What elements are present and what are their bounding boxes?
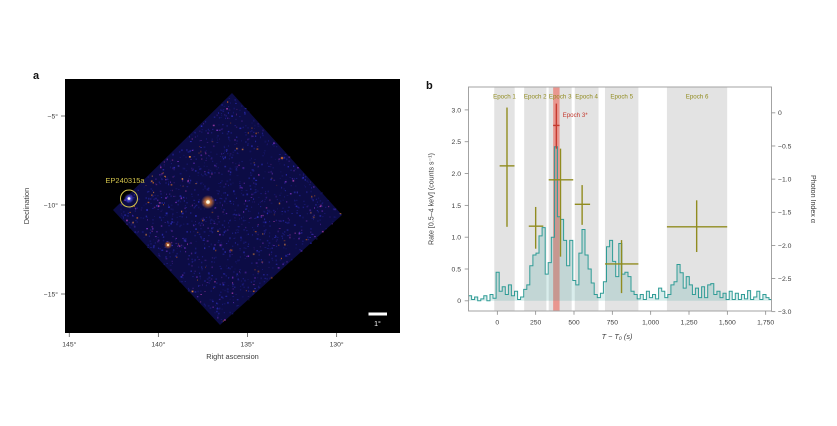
x-tick-label: 750 [607, 320, 619, 327]
x-tick-label: 1,250 [680, 320, 697, 327]
panel-b-label: b [426, 80, 433, 92]
x-tick-label: 1,750 [757, 320, 774, 327]
x-tick-label: 0 [495, 320, 499, 327]
epoch-3-star-label: Epoch 3* [563, 112, 589, 119]
y-tick-label: 1.5 [452, 203, 462, 210]
x-axis: 145° 140° 135° 130° [62, 333, 344, 349]
y-tick-label: 1.0 [452, 235, 462, 242]
epoch-label: Epoch 5 [610, 94, 633, 101]
y-tick-label: −3.0 [778, 309, 792, 316]
epoch-label: Epoch 2 [524, 94, 547, 101]
y-tick-label: −5° [48, 112, 59, 120]
epoch-labels: Epoch 1 Epoch 2 Epoch 3 Epoch 4 Epoch 5 Epoch… [493, 94, 709, 120]
y-axis-title-left: Rate [0.5–4 keV] (counts s⁻¹) [428, 153, 436, 245]
epoch-label: Epoch 1 [493, 94, 516, 101]
errorbar-epoch-3- [553, 103, 560, 149]
x-tick-label: 145° [62, 341, 76, 349]
epoch-label: Epoch 6 [686, 94, 709, 101]
x-tick-label: 1,500 [719, 320, 736, 327]
source-marker-circle [120, 189, 138, 208]
y-axis-right: 0 −0.5 −1.0 −1.5 −2.0 −2.5 −3.0 [771, 110, 792, 316]
y-tick-label: −0.5 [778, 143, 792, 150]
panel-a-label: a [33, 70, 40, 82]
photon-index-errorbars [499, 103, 728, 294]
epoch-band [666, 87, 728, 311]
x-tick-label: 500 [568, 320, 580, 327]
y-tick-label: −1.5 [778, 210, 792, 217]
epoch-band [524, 87, 547, 311]
y-tick-label: 2.0 [452, 171, 462, 178]
transient-source [127, 197, 131, 200]
y-tick-label: −2.5 [778, 276, 792, 283]
errorbar-epoch-3 [548, 148, 574, 257]
fov-diamond [113, 93, 342, 325]
x-axis: 0 250 500 750 1,000 1,250 1,500 1,750 [495, 311, 774, 327]
epoch-label: Epoch 4 [575, 94, 598, 101]
panel-a-sky-image: EP240315a 1° 145° 140° 135° 130° −5° −10° −15° Ri… [22, 79, 400, 361]
errorbar-epoch-4 [574, 185, 591, 225]
light-curve [468, 146, 772, 302]
bright-field-source [206, 200, 210, 204]
x-tick-label: 1,000 [642, 320, 659, 327]
y-tick-label: 2.5 [452, 139, 462, 146]
y-tick-label: −1.0 [778, 177, 792, 184]
x-axis-title: Right ascension [206, 352, 259, 361]
y-axis-title-right: Photon Index α [809, 175, 817, 223]
errorbar-epoch-2 [528, 206, 544, 249]
epoch-band [574, 87, 599, 311]
x-tick-label: 250 [530, 320, 542, 327]
scale-bar-label: 1° [374, 320, 381, 328]
y-tick-label: −2.0 [778, 243, 792, 250]
x-tick-label: 130° [330, 341, 344, 349]
y-axis: −5° −10° −15° [44, 112, 65, 298]
x-tick-label: 140° [151, 341, 165, 349]
y-tick-label: −10° [44, 201, 59, 209]
y-axis-left: 0 0.5 1.0 1.5 2.0 2.5 3.0 [452, 107, 469, 305]
epoch-label: Epoch 3 [549, 94, 572, 101]
epoch-band [494, 87, 515, 311]
x-tick-label: 135° [240, 341, 254, 349]
panel-b-lightcurve-chart: Epoch 1 Epoch 2 Epoch 3 Epoch 4 Epoch 5 Epoch… [428, 86, 817, 341]
errorbar-epoch-1 [499, 107, 515, 227]
y-tick-label: 3.0 [452, 107, 462, 114]
source-label: EP240315a [105, 176, 145, 185]
scale-bar [368, 312, 387, 316]
x-axis-title: T − T₀ (s) [602, 332, 633, 341]
errorbar-epoch-5 [604, 240, 639, 294]
epoch-3-star-band [553, 87, 560, 311]
plot-frame [468, 86, 772, 312]
noise-speckles [120, 98, 342, 323]
light-curve-fill [468, 146, 772, 301]
y-axis-title: Declination [22, 188, 31, 225]
y-tick-label: −15° [44, 290, 59, 298]
fov-diamond-base [113, 93, 342, 325]
field-source [166, 243, 170, 247]
y-tick-label: 0 [778, 110, 782, 117]
y-tick-label: 0 [457, 298, 461, 305]
errorbar-epoch-6 [666, 200, 728, 253]
y-tick-label: 0.5 [452, 266, 462, 273]
epoch-bands [494, 87, 728, 311]
faint-field-source [280, 156, 284, 160]
